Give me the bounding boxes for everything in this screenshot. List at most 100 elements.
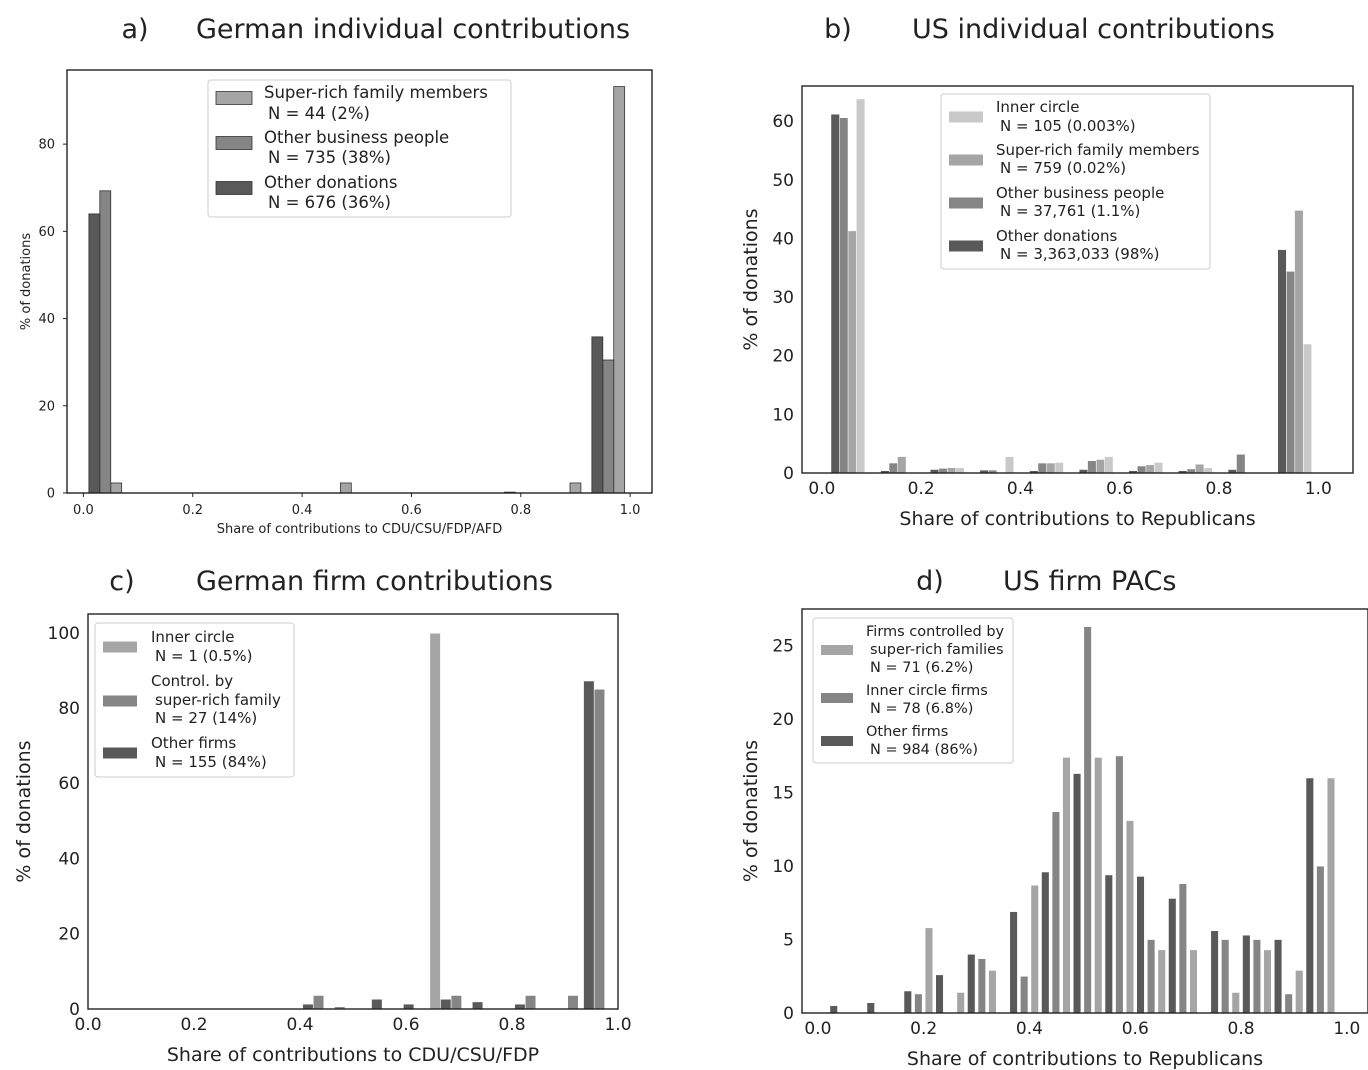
bar-a-s0-1 — [339, 482, 352, 494]
x-tick-label: 0.2 — [910, 1019, 937, 1039]
bar-c-s1-0 — [312, 995, 325, 1010]
legend-count: N = 3,363,033 (98%) — [1000, 245, 1159, 263]
y-tick-label: 40 — [772, 229, 794, 249]
panel-label: b) — [824, 14, 852, 45]
x-tick-label: 1.0 — [620, 503, 641, 518]
x-axis-label: Share of contributions to CDU/CSU/FDP/AF… — [217, 522, 502, 537]
bar-c-s2-2 — [403, 1003, 415, 1010]
bar-d-s0-9 — [1231, 992, 1240, 1014]
bar-d-s0-3 — [1030, 884, 1039, 1014]
legend-count: N = 676 (36%) — [268, 193, 391, 212]
y-tick-label: 0 — [783, 1004, 794, 1024]
legend-label: Super-rich family members — [996, 141, 1200, 159]
legend-label: Other business people — [264, 128, 449, 147]
legend-count: N = 71 (6.2%) — [870, 660, 973, 676]
chart-title: German individual contributions — [196, 14, 630, 45]
x-tick-label: 0.6 — [1106, 479, 1133, 499]
bar-d-s2-10 — [1168, 898, 1177, 1014]
y-tick-label: 30 — [772, 288, 794, 308]
y-tick-label: 0 — [47, 487, 55, 502]
bar-d-s2-3 — [935, 974, 944, 1014]
legend-swatch — [103, 641, 137, 653]
bar-d-s0-5 — [1094, 757, 1103, 1014]
bar-b-s2-5 — [1087, 460, 1097, 474]
y-tick-label: 20 — [772, 347, 794, 367]
bar-b-s1-0 — [847, 230, 857, 474]
legend-count: N = 27 (14%) — [155, 709, 257, 727]
legend-count: N = 105 (0.003%) — [1000, 117, 1136, 135]
bar-b-s2-1 — [888, 462, 898, 474]
panel-label: c) — [109, 566, 134, 597]
y-tick-label: 40 — [58, 849, 80, 869]
bar-b-s1-4 — [1095, 459, 1105, 474]
x-tick-label: 0.4 — [286, 1015, 313, 1035]
bar-d-s2-6 — [1041, 871, 1050, 1014]
legend-count: N = 1 (0.5%) — [155, 647, 252, 665]
bar-c-s2-4 — [471, 1001, 484, 1010]
x-axis-label: Share of contributions to Republicans — [907, 1048, 1263, 1070]
y-tick-label: 0 — [783, 464, 794, 484]
bar-d-s1-3 — [1051, 811, 1061, 1014]
bar-d-s0-2 — [988, 970, 997, 1014]
bar-c-s1-2 — [450, 995, 462, 1010]
legend-count: N = 735 (38%) — [268, 148, 391, 167]
legend-label: Other business people — [996, 184, 1164, 202]
bar-d-s1-6 — [1146, 939, 1156, 1014]
legend-swatch — [821, 693, 853, 703]
bar-d-s0-8 — [1189, 949, 1198, 1014]
bar-a-s0-3 — [613, 86, 626, 494]
bar-c-s2-3 — [440, 998, 452, 1010]
bar-d-s1-0 — [914, 993, 923, 1014]
bar-d-s2-12 — [1242, 934, 1251, 1014]
y-tick-label: 20 — [58, 925, 80, 945]
legend-box — [812, 617, 1014, 764]
x-tick-label: 0.4 — [1007, 479, 1034, 499]
legend-swatch — [949, 240, 983, 252]
y-tick-label: 60 — [38, 225, 55, 240]
bar-d-s2-4 — [967, 953, 976, 1014]
bar-c-s1-4 — [567, 995, 579, 1010]
legend-count: N = 37,761 (1.1%) — [1000, 202, 1140, 220]
x-axis-label: Share of contributions to CDU/CSU/FDP — [167, 1044, 539, 1066]
bar-c-s0-0 — [429, 632, 441, 1010]
legend-swatch — [949, 197, 983, 209]
bar-b-s1-3 — [1046, 462, 1056, 474]
bar-b-s3-0 — [830, 113, 840, 474]
y-axis-label: % of donations — [19, 233, 34, 330]
bar-b-s1-1 — [897, 456, 907, 474]
bar-d-s1-8 — [1221, 939, 1230, 1014]
legend-label: Inner circle — [996, 98, 1080, 116]
bar-d-s1-11 — [1316, 865, 1325, 1014]
y-tick-label: 60 — [58, 774, 80, 794]
legend-swatch — [949, 154, 983, 166]
bar-b-s0-7 — [1302, 343, 1312, 474]
bar-b-s0-1 — [955, 467, 965, 474]
bar-d-s2-1 — [866, 1002, 875, 1014]
legend-count: N = 44 (2%) — [268, 104, 370, 123]
bar-b-s0-0 — [855, 98, 866, 474]
legend-count: N = 78 (6.8%) — [870, 701, 973, 717]
legend-swatch — [103, 747, 137, 759]
y-tick-label: 20 — [772, 710, 794, 730]
chart-panel-d: d) US firm PACs 0.0 0.2 0.4 0.6 0.8 1.0 0 5 10 15 20… — [740, 566, 1368, 1070]
legend-swatch — [949, 111, 983, 123]
bar-d-s2-11 — [1210, 930, 1219, 1014]
legend-label: Super-rich family members — [264, 83, 488, 102]
legend-swatch — [103, 695, 137, 707]
legend-label: Other firms — [151, 734, 236, 752]
legend-label: Other donations — [996, 227, 1117, 245]
bar-d-s0-11 — [1295, 970, 1304, 1014]
y-axis-label: % of donations — [13, 740, 35, 882]
bar-c-s2-5 — [514, 1003, 526, 1010]
bar-b-s1-2 — [946, 467, 957, 474]
legend-count: N = 759 (0.02%) — [1000, 159, 1126, 177]
legend-count: N = 155 (84%) — [155, 753, 267, 771]
y-tick-label: 80 — [38, 138, 55, 153]
bar-c-s1-3 — [524, 995, 537, 1010]
bar-d-s1-1 — [977, 958, 986, 1014]
legend-swatch — [821, 736, 853, 746]
plot-frame — [801, 608, 1368, 1014]
bar-b-s2-6 — [1136, 465, 1147, 474]
x-tick-label: 1.0 — [1305, 479, 1332, 499]
